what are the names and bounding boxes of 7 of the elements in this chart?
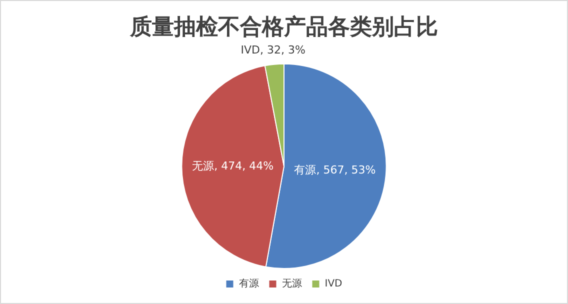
data-label: 有源, 567, 53% <box>294 164 376 177</box>
data-label: 无源, 474, 44% <box>192 159 274 172</box>
legend-label: 无源 <box>282 278 302 290</box>
chart-title: 质量抽检不合格产品各类别占比 <box>129 14 438 40</box>
data-label: IVD, 32, 3% <box>240 43 306 56</box>
legend-label: IVD <box>324 278 343 290</box>
legend-label: 有源 <box>238 278 259 290</box>
